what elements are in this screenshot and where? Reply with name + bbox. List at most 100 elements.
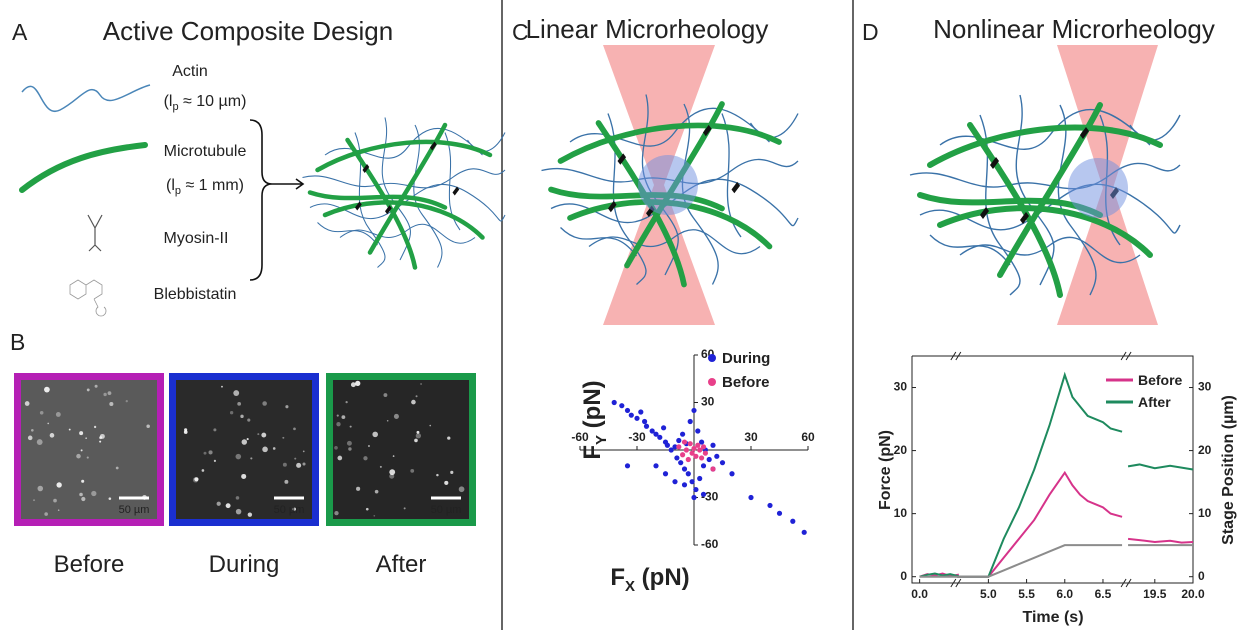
speck <box>459 486 465 492</box>
speck <box>294 458 296 460</box>
speck <box>394 414 399 419</box>
blebbistatin-icon <box>70 280 106 316</box>
point <box>642 419 647 424</box>
x-tick-label: 30 <box>744 430 758 444</box>
point <box>665 443 670 448</box>
point <box>688 441 693 446</box>
speck <box>226 503 231 508</box>
axis-frame <box>912 356 1193 583</box>
speck <box>366 508 369 511</box>
speck <box>217 502 221 506</box>
point <box>748 495 753 500</box>
image-label: After <box>376 551 427 578</box>
speck <box>282 437 284 439</box>
y2-tick-label: 30 <box>1198 380 1212 394</box>
speck <box>450 471 453 474</box>
speck <box>87 389 90 392</box>
speck <box>236 454 242 460</box>
speck <box>100 434 105 439</box>
point <box>693 487 698 492</box>
point <box>703 451 708 456</box>
axis-label-part: (pN) <box>579 380 606 435</box>
y2-tick-label: 20 <box>1198 443 1212 457</box>
point <box>676 438 681 443</box>
speck <box>284 480 288 484</box>
point <box>790 519 795 524</box>
legend-marker <box>708 354 716 362</box>
line-series <box>1128 539 1193 543</box>
point <box>710 466 715 471</box>
speck <box>109 402 113 406</box>
legend-marker <box>708 378 716 386</box>
x-tick-label: 20.0 <box>1181 587 1205 601</box>
speck <box>213 428 216 431</box>
speck <box>95 385 98 388</box>
network <box>303 118 506 268</box>
point <box>678 460 683 465</box>
axis-label-part: F <box>579 445 606 460</box>
speck <box>334 446 338 450</box>
speck <box>108 391 112 395</box>
speck <box>351 382 356 387</box>
point <box>777 511 782 516</box>
x-axis-label: Time (s) <box>1022 609 1083 626</box>
axis-label: FX (pN) <box>610 564 689 595</box>
speck <box>221 386 223 388</box>
point <box>720 460 725 465</box>
point <box>684 447 689 452</box>
speck <box>373 515 375 517</box>
speck <box>356 487 360 491</box>
point <box>767 503 772 508</box>
y2-tick-label: 10 <box>1198 506 1212 520</box>
speck <box>194 477 198 481</box>
speck <box>204 452 207 455</box>
point <box>699 455 704 460</box>
label: Myosin-II <box>164 230 229 247</box>
y-tick-label: 20 <box>894 443 908 457</box>
speck <box>336 422 340 426</box>
speck <box>416 433 421 438</box>
subscript: Y <box>593 435 610 445</box>
speck <box>91 491 96 496</box>
speck <box>81 449 83 451</box>
speck <box>247 438 249 440</box>
label-part: ≈ 1 mm) <box>181 177 244 194</box>
point <box>634 416 639 421</box>
y-tick-label: 0 <box>900 569 907 583</box>
point <box>680 432 685 437</box>
speck <box>337 415 339 417</box>
speck <box>429 425 431 427</box>
speck <box>414 439 418 443</box>
subscript: X <box>625 578 635 595</box>
image-label: During <box>209 551 280 578</box>
label: Actin <box>172 63 208 80</box>
speck <box>85 437 87 439</box>
speck <box>355 381 360 386</box>
scale-label: 50 µm <box>431 504 462 516</box>
x-tick-label: 60 <box>801 430 815 444</box>
point <box>653 463 658 468</box>
point <box>657 435 662 440</box>
speck <box>76 454 81 459</box>
y-axis-label: Force (pN) <box>877 430 894 510</box>
scale-label: 50 µm <box>274 504 305 516</box>
speck <box>126 400 128 402</box>
point <box>701 463 706 468</box>
point <box>686 471 691 476</box>
speck <box>262 401 267 406</box>
speck <box>79 431 83 435</box>
point <box>695 443 700 448</box>
point <box>638 409 643 414</box>
speck <box>236 509 241 514</box>
speck <box>363 456 367 460</box>
speck <box>262 447 268 453</box>
point <box>625 408 630 413</box>
speck <box>81 497 85 501</box>
speck <box>416 395 418 397</box>
point <box>707 457 712 462</box>
speck <box>184 428 187 431</box>
speck <box>296 463 301 468</box>
speck <box>375 490 379 494</box>
myosin-icon <box>88 215 102 251</box>
